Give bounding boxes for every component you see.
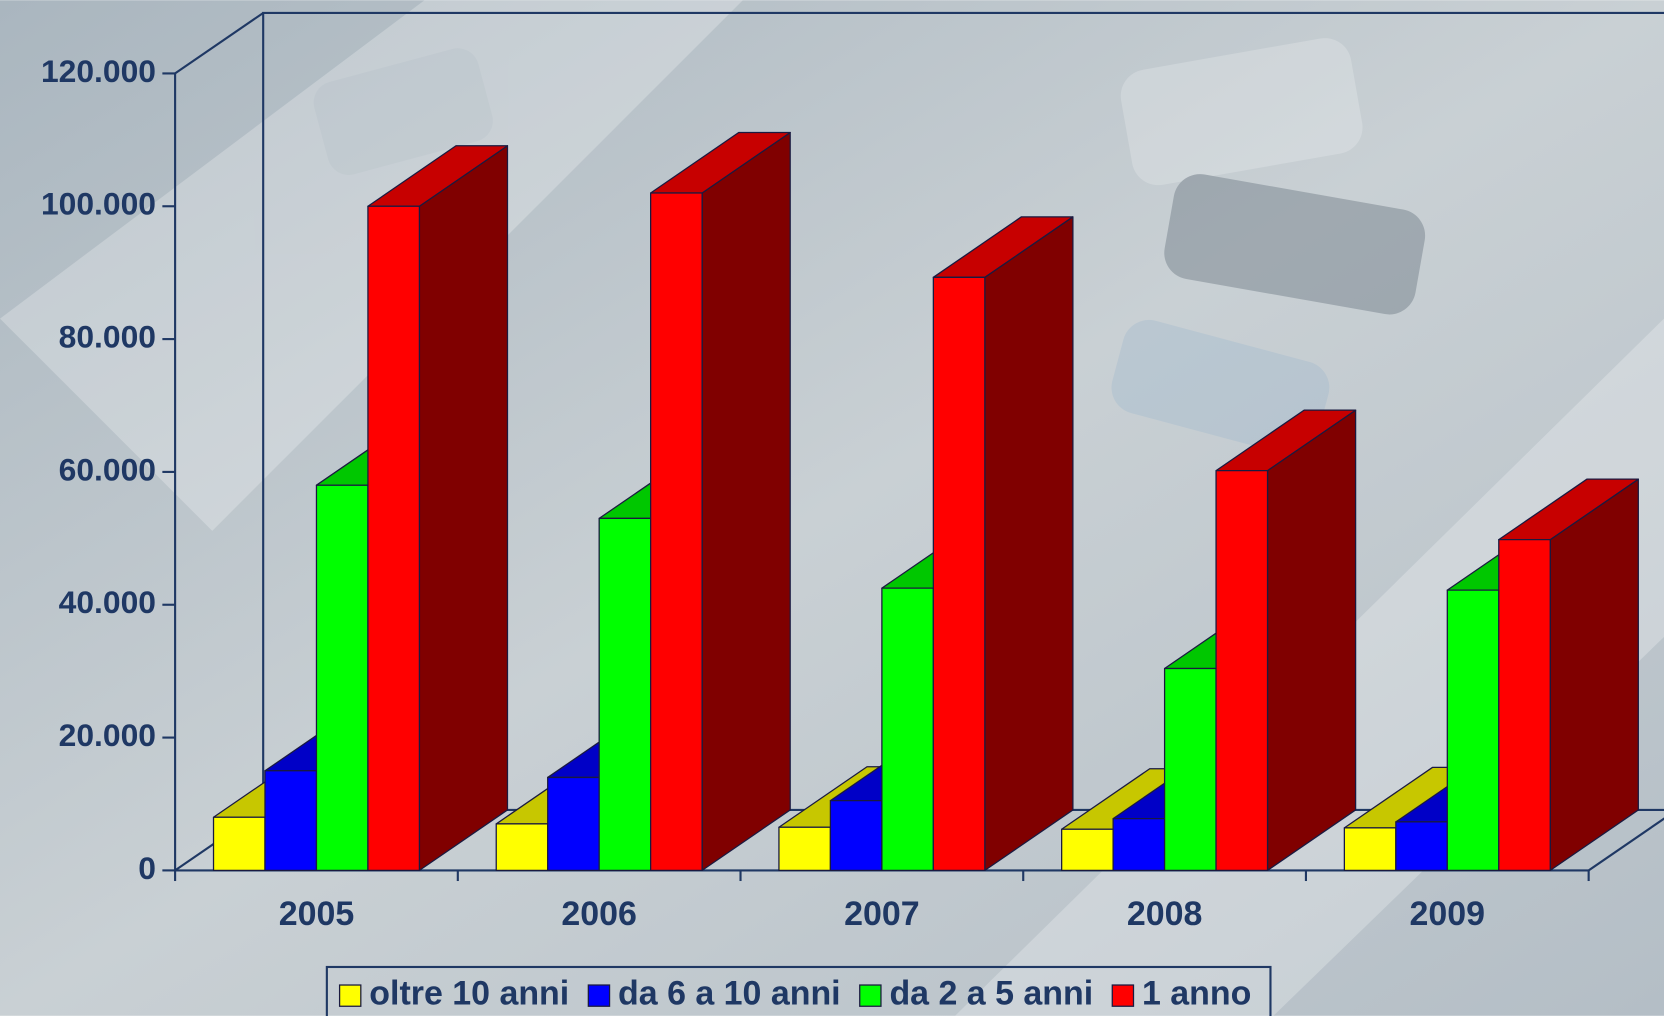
legend-swatch — [588, 985, 609, 1006]
bar-front — [316, 485, 367, 870]
chart: 0 20.000 40.000 60.000 80.000 100.000 120.000 2… — [0, 0, 1664, 1016]
bar-front — [882, 588, 933, 870]
bar-front — [651, 193, 702, 870]
bar — [1499, 479, 1639, 870]
bar-side — [985, 217, 1073, 871]
legend-swatch — [340, 985, 361, 1006]
bar-front — [933, 277, 984, 870]
legend-label: da 6 a 10 anni — [618, 975, 841, 1013]
legend-label: 1 anno — [1142, 975, 1251, 1013]
x-tick-label: 2008 — [1127, 895, 1203, 933]
x-tick-label: 2005 — [279, 895, 355, 933]
bar-front — [599, 518, 650, 870]
page: 0 20.000 40.000 60.000 80.000 100.000 120.000 2… — [0, 0, 1664, 1016]
bar-front — [265, 771, 316, 871]
bar-front — [1396, 822, 1447, 870]
bar-side — [1268, 410, 1356, 870]
y-tick-label: 60.000 — [59, 451, 156, 487]
bar-front — [830, 801, 881, 871]
bar-side — [1550, 479, 1638, 870]
bar-front — [368, 206, 419, 870]
x-tick-label: 2006 — [561, 895, 637, 933]
bar-front — [1165, 669, 1216, 871]
legend-swatch — [860, 985, 881, 1006]
bar — [651, 132, 791, 870]
bar-side — [419, 146, 507, 871]
y-tick-label: 20.000 — [59, 717, 156, 753]
bar — [1216, 410, 1356, 870]
bar-front — [496, 824, 547, 870]
y-tick-label: 120.000 — [41, 53, 156, 89]
legend-label: oltre 10 anni — [369, 975, 569, 1013]
bar — [368, 146, 508, 871]
legend-swatch — [1112, 985, 1133, 1006]
bar — [933, 217, 1073, 871]
y-tick-label: 40.000 — [59, 584, 156, 620]
legend-label: da 2 a 5 anni — [889, 975, 1093, 1013]
bar-side — [702, 132, 790, 870]
y-tick-label: 100.000 — [41, 186, 156, 222]
bar-front — [1447, 590, 1498, 870]
bar-front — [1062, 829, 1113, 870]
bar-front — [1113, 819, 1164, 871]
bar-front — [779, 827, 830, 870]
bar-front — [214, 817, 265, 870]
bar-front — [1499, 540, 1550, 871]
y-tick-label: 80.000 — [59, 318, 156, 354]
y-tick-label: 0 — [138, 850, 156, 886]
bar-front — [548, 777, 599, 870]
bar-front — [1344, 828, 1395, 871]
x-tick-label: 2007 — [844, 895, 920, 933]
bar-front — [1216, 471, 1267, 871]
x-tick-label: 2009 — [1410, 895, 1486, 933]
